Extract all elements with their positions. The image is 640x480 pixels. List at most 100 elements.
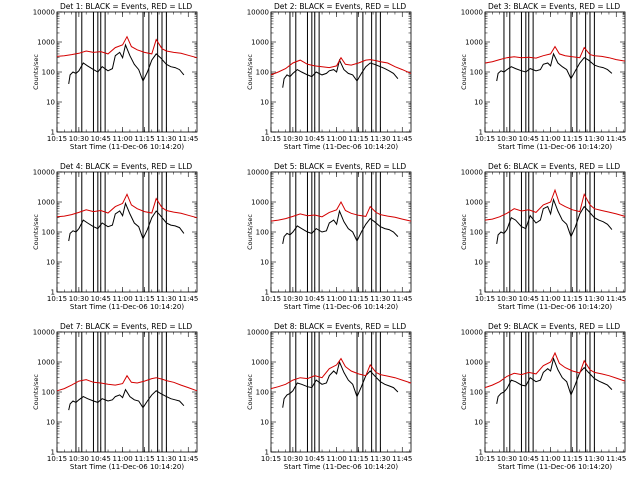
x-axis-label: Start Time (11-Dec-06 10:14:20)	[284, 143, 398, 151]
y-tick-label: 10000	[247, 9, 269, 17]
y-tick-label: 1	[51, 129, 55, 137]
plot-frame	[56, 171, 198, 293]
y-tick-label: 1000	[251, 39, 269, 47]
chart-title: Det 5: BLACK = Events, RED = LLD	[274, 162, 406, 171]
x-tick-label: 11:00	[541, 295, 561, 303]
y-tick-label: 10	[260, 419, 269, 427]
x-tick-label: 11:30	[156, 295, 176, 303]
x-tick-label: 10:45	[519, 455, 539, 463]
x-tick-label: 10:30	[497, 455, 517, 463]
y-tick-label: 100	[42, 389, 55, 397]
x-tick-label: 11:30	[370, 455, 390, 463]
y-tick-label: 10	[46, 259, 55, 267]
chart-panel-det-5: Det 5: BLACK = Events, RED = LLD 1 10 100 10…	[246, 162, 412, 311]
x-tick-label: 10:15	[261, 455, 281, 463]
x-tick-label: 11:45	[178, 455, 198, 463]
x-tick-label: 11:45	[178, 135, 198, 143]
chart-panel-det-7: Det 7: BLACK = Events, RED = LLD 1 10 100 10…	[32, 322, 198, 471]
x-tick-label: 11:15	[348, 455, 368, 463]
x-axis-label: Start Time (11-Dec-06 10:14:20)	[70, 303, 184, 311]
y-tick-label: 100	[42, 229, 55, 237]
y-tick-label: 100	[470, 229, 483, 237]
y-tick-label: 10000	[247, 169, 269, 177]
y-tick-label: 1	[479, 449, 483, 457]
plot-frame	[484, 331, 626, 453]
x-tick-label: 11:30	[156, 135, 176, 143]
x-tick-label: 10:15	[475, 135, 495, 143]
y-tick-label: 1	[265, 289, 269, 297]
x-tick-label: 10:15	[261, 135, 281, 143]
y-tick-label: 100	[470, 389, 483, 397]
x-tick-label: 10:45	[305, 135, 325, 143]
y-axis-label: Counts/sec	[32, 54, 40, 90]
x-axis-label: Start Time (11-Dec-06 10:14:20)	[70, 463, 184, 471]
x-tick-label: 10:30	[283, 295, 303, 303]
y-tick-label: 1	[51, 449, 55, 457]
y-tick-label: 1000	[465, 199, 483, 207]
series-line-lld	[484, 188, 626, 221]
series-line-events	[282, 360, 399, 408]
y-tick-label: 1	[265, 129, 269, 137]
x-tick-label: 11:30	[370, 135, 390, 143]
x-tick-label: 11:00	[113, 295, 133, 303]
y-axis-label: Counts/sec	[460, 374, 468, 410]
y-tick-label: 10000	[461, 169, 483, 177]
series-line-lld	[56, 193, 198, 219]
y-tick-label: 100	[256, 389, 269, 397]
y-axis-label: Counts/sec	[246, 374, 254, 410]
chart-title: Det 9: BLACK = Events, RED = LLD	[488, 322, 620, 331]
series-line-lld	[56, 35, 198, 59]
y-axis-label: Counts/sec	[32, 374, 40, 410]
series-line-events	[496, 356, 613, 404]
plot-frame	[484, 11, 626, 133]
chart-panel-det-4: Det 4: BLACK = Events, RED = LLD 1 10 100 10…	[32, 162, 198, 311]
x-tick-label: 11:15	[348, 135, 368, 143]
y-axis-label: Counts/sec	[246, 214, 254, 250]
y-tick-label: 100	[256, 229, 269, 237]
x-tick-label: 10:30	[283, 135, 303, 143]
chart-panel-det-9: Det 9: BLACK = Events, RED = LLD 1 10 100 10…	[460, 322, 626, 471]
chart-panel-det-6: Det 6: BLACK = Events, RED = LLD 1 10 100 10…	[460, 162, 626, 311]
chart-panel-det-1: Det 1: BLACK = Events, RED = LLD 1 10 100 10…	[32, 2, 198, 151]
x-tick-label: 11:00	[327, 135, 347, 143]
x-tick-label: 10:30	[69, 295, 89, 303]
y-tick-label: 1000	[251, 359, 269, 367]
x-tick-label: 11:15	[134, 295, 154, 303]
x-tick-label: 11:30	[156, 455, 176, 463]
x-tick-label: 11:30	[370, 295, 390, 303]
y-tick-label: 1000	[251, 199, 269, 207]
y-axis-label: Counts/sec	[460, 214, 468, 250]
x-tick-label: 10:45	[519, 135, 539, 143]
series-line-lld	[484, 351, 626, 389]
y-tick-label: 1	[479, 129, 483, 137]
x-axis-label: Start Time (11-Dec-06 10:14:20)	[284, 463, 398, 471]
x-tick-label: 10:15	[475, 295, 495, 303]
y-tick-label: 10000	[247, 329, 269, 337]
y-tick-label: 1	[479, 289, 483, 297]
x-tick-label: 10:45	[91, 135, 111, 143]
x-tick-label: 10:45	[91, 455, 111, 463]
y-tick-label: 1000	[465, 39, 483, 47]
chart-title: Det 4: BLACK = Events, RED = LLD	[60, 162, 192, 171]
series-line-lld	[270, 200, 412, 222]
y-tick-label: 100	[470, 69, 483, 77]
y-tick-label: 1	[265, 449, 269, 457]
x-tick-label: 10:45	[91, 295, 111, 303]
chart-panel-det-8: Det 8: BLACK = Events, RED = LLD 1 10 100 10…	[246, 322, 412, 471]
x-tick-label: 10:45	[305, 295, 325, 303]
x-tick-label: 10:45	[519, 295, 539, 303]
series-line-lld	[484, 45, 626, 64]
x-tick-label: 11:30	[584, 295, 604, 303]
series-line-lld	[270, 56, 412, 76]
x-tick-label: 10:30	[69, 135, 89, 143]
y-tick-label: 10	[260, 259, 269, 267]
x-tick-label: 10:15	[47, 295, 67, 303]
series-line-events	[282, 58, 399, 88]
chart-panel-det-3: Det 3: BLACK = Events, RED = LLD 1 10 100 10…	[460, 2, 626, 151]
chart-title: Det 2: BLACK = Events, RED = LLD	[274, 2, 406, 11]
y-tick-label: 100	[256, 69, 269, 77]
x-tick-label: 11:45	[392, 295, 412, 303]
series-line-events	[496, 52, 613, 82]
y-tick-label: 10	[260, 99, 269, 107]
x-axis-label: Start Time (11-Dec-06 10:14:20)	[70, 143, 184, 151]
